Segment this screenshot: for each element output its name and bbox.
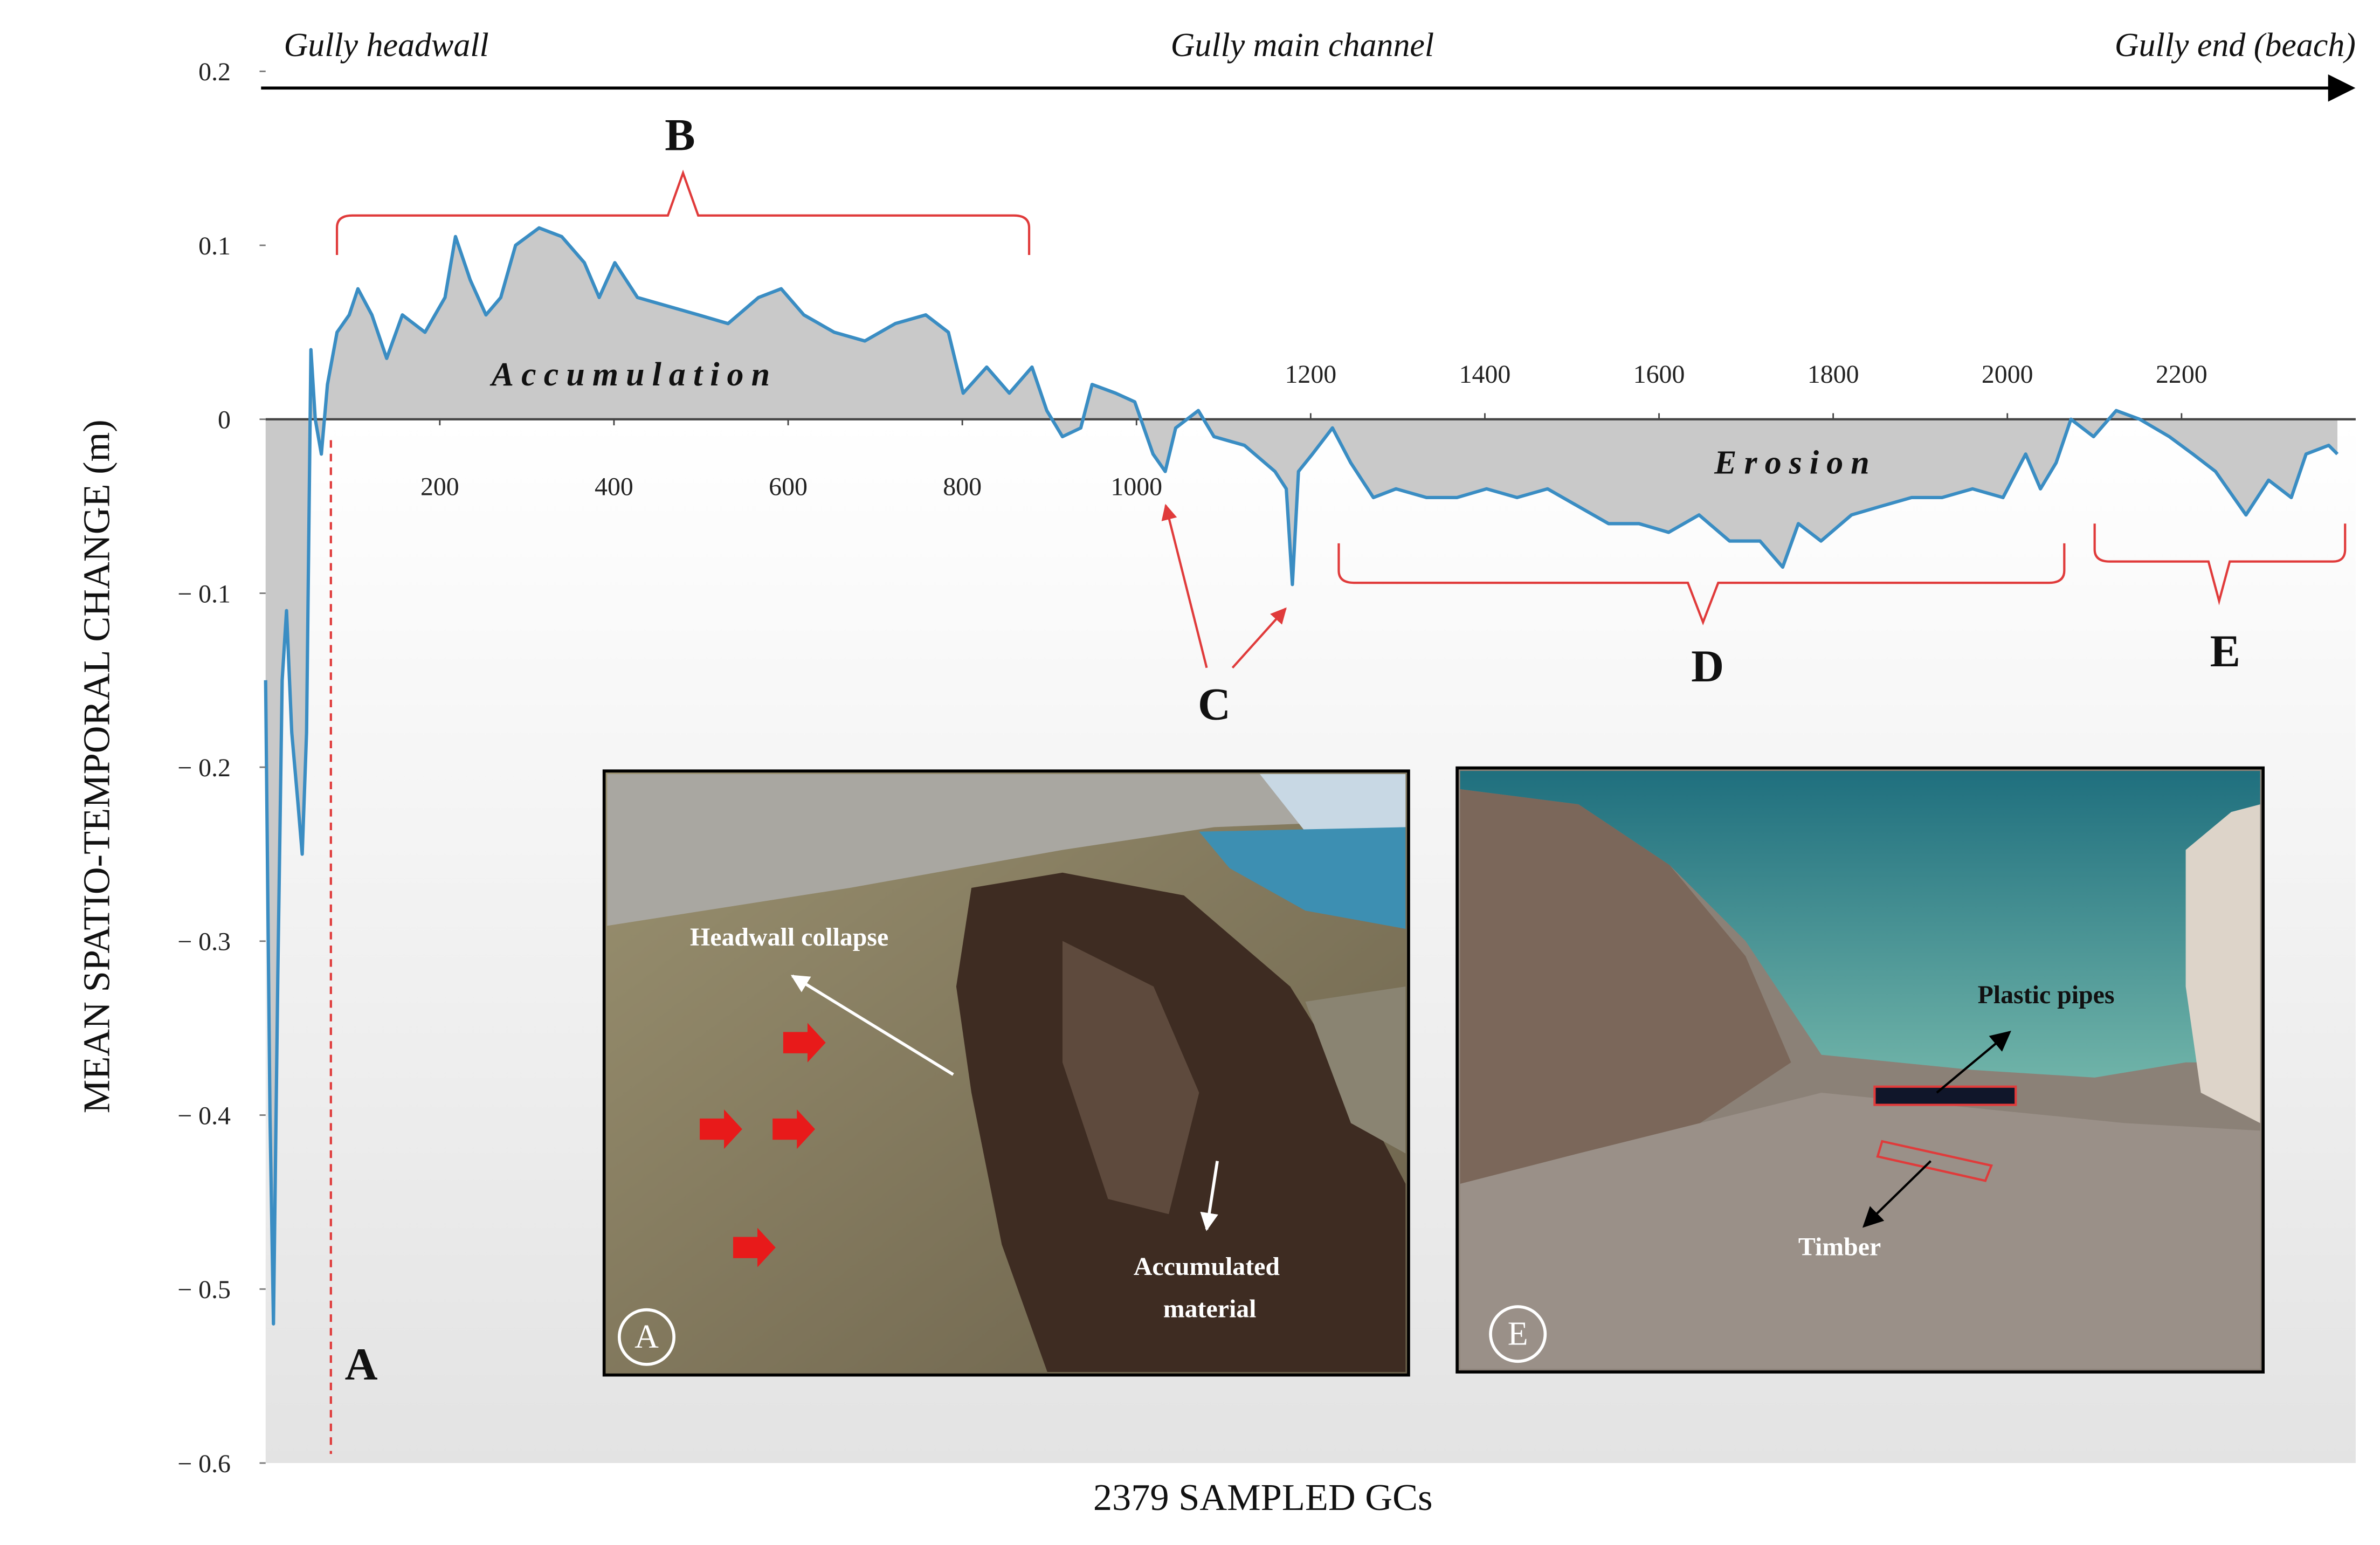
y-tick-label: − 0.2 [177,754,231,782]
y-tick-label: − 0.4 [177,1101,231,1130]
x-tick-label: 1200 [1285,360,1336,389]
annotation: A [345,1340,378,1390]
x-tick-label: 800 [943,473,982,501]
arrow-c [1161,503,1208,668]
photo-caption: Timber [1798,1232,1881,1261]
y-tick-label: 0.1 [198,232,231,260]
annotation: D [1691,642,1724,692]
photo-caption: Headwall collapse [690,923,888,951]
y-tick-label: − 0.3 [177,928,231,956]
annotation: Gully main channel [1171,27,1434,64]
x-axis-title: 2379 SAMPLED GCs [1093,1477,1433,1519]
photo-a [602,769,1410,1377]
x-tick-label: 2200 [2156,360,2207,389]
photo-caption: Accumulated [1134,1252,1280,1281]
bracket-e [2093,523,2347,605]
y-tick-label: 0 [218,406,231,434]
y-tick-label: − 0.5 [177,1275,231,1304]
y-tick-label: − 0.1 [177,580,231,608]
data-line [264,226,2339,1326]
photo-e [1455,766,2265,1374]
annotation: Erosion [1714,444,1877,481]
x-tick-label: 400 [595,473,633,501]
photo-caption: material [1163,1295,1257,1323]
y-axis-title: MEAN SPATIO-TEMPORAL CHANGE (m) [76,419,118,1113]
annotation: B [665,111,695,161]
y-tick-label: − 0.6 [177,1450,231,1478]
arrow-c [1231,607,1287,669]
bracket-b [335,169,1031,255]
y-tick-label: 0.2 [198,58,231,86]
x-tick-label: 2000 [1982,360,2033,389]
annotation: E [2210,626,2240,677]
x-tick-label: 200 [420,473,459,501]
annotation: Accumulation [489,356,777,393]
annotation: Gully headwall [284,27,489,64]
annotation: C [1198,679,1231,729]
area-fill [265,227,2338,1324]
x-tick-label: 1600 [1633,360,1685,389]
photo-label: E [1508,1315,1528,1352]
x-tick-label: 600 [769,473,808,501]
photo-caption: Plastic pipes [1978,981,2115,1009]
x-tick-label: 1800 [1808,360,1859,389]
bracket-d [1337,543,2066,626]
photo-label: A [634,1319,659,1355]
x-tick-label: 1000 [1110,473,1162,501]
x-tick-label: 1400 [1459,360,1511,389]
annotation: Gully end (beach) [2115,27,2356,64]
